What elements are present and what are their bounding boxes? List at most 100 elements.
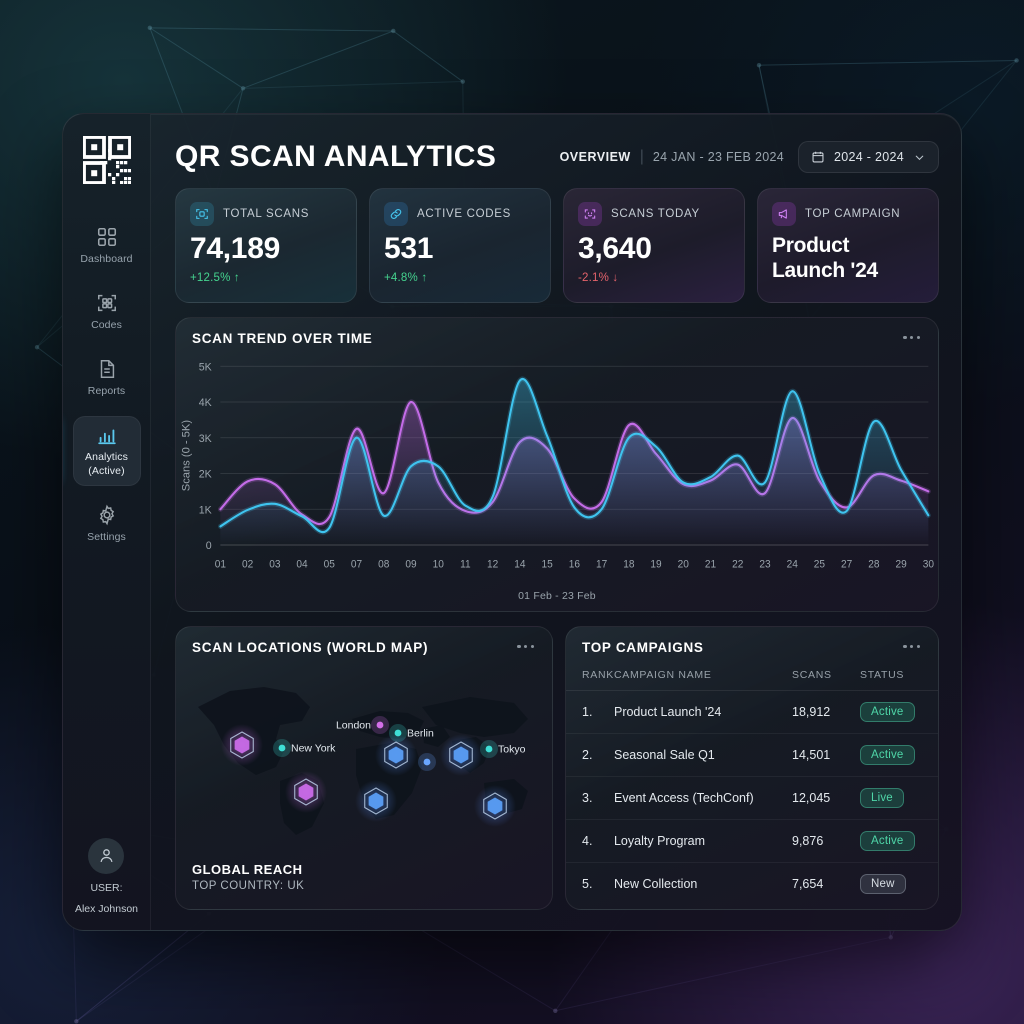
svg-text:15: 15 — [542, 559, 553, 570]
cell-status: New — [860, 863, 938, 906]
cell-rank: 4. — [566, 819, 614, 863]
bar-chart-icon — [97, 429, 116, 445]
gear-icon — [99, 504, 114, 526]
document-icon — [100, 360, 114, 379]
svg-text:12: 12 — [487, 559, 498, 570]
cell-scans: 14,501 — [792, 733, 860, 777]
kpi-card-total-scans[interactable]: TOTAL SCANS 74,189 +12.5% ↑ — [175, 188, 357, 303]
sidebar-item-codes[interactable]: Codes — [73, 284, 141, 340]
svg-text:05: 05 — [324, 559, 335, 570]
kpi-label: TOTAL SCANS — [223, 208, 310, 220]
cell-status: Active — [860, 819, 938, 863]
svg-text:Tokyo: Tokyo — [498, 744, 526, 756]
column-header-status: STATUS — [860, 663, 938, 691]
svg-text:01: 01 — [215, 559, 226, 570]
sidebar-item-dashboard[interactable]: Dashboard — [73, 218, 141, 274]
date-picker-value: 2024 - 2024 — [833, 150, 904, 164]
topbar: QR SCAN ANALYTICS OVERVIEW | 24 JAN - 23… — [175, 140, 939, 174]
topbar-right: OVERVIEW | 24 JAN - 23 FEB 2024 2024 - 2… — [560, 141, 939, 173]
cell-scans: 12,045 — [792, 776, 860, 820]
svg-text:29: 29 — [896, 559, 907, 570]
panel-title: SCAN LOCATIONS (WORLD MAP) — [192, 640, 429, 655]
svg-text:24: 24 — [787, 559, 798, 570]
svg-text:0: 0 — [206, 540, 212, 552]
scan-trend-panel: SCAN TREND OVER TIME 0 1K 2K 3K 4K 5K Scans (0… — [175, 317, 939, 612]
svg-text:20: 20 — [678, 559, 689, 570]
svg-text:1K: 1K — [199, 504, 213, 516]
column-header-scans: SCANS — [792, 663, 860, 691]
svg-text:04: 04 — [296, 559, 307, 570]
main-content: QR SCAN ANALYTICS OVERVIEW | 24 JAN - 23… — [151, 114, 961, 930]
sidebar-item-reports[interactable]: Reports — [73, 350, 141, 406]
world-map[interactable]: London Berlin New York Tokyo — [184, 663, 546, 843]
svg-text:Berlin: Berlin — [407, 728, 434, 740]
table-row[interactable]: 3. Event Access (TechConf) 12,045 Live — [566, 776, 938, 820]
chevron-down-icon — [915, 155, 924, 160]
dashboard-window: Dashboard Codes Reports — [62, 113, 962, 931]
kpi-value: Product Launch '24 — [772, 234, 878, 283]
cell-campaign-name: Product Launch '24 — [613, 690, 792, 734]
kpi-card-active-codes[interactable]: ACTIVE CODES 531 +4.8% ↑ — [369, 188, 551, 303]
kpi-header: ACTIVE CODES — [384, 202, 536, 226]
kpi-row: TOTAL SCANS 74,189 +12.5% ↑ ACTIVE CODES… — [175, 188, 939, 303]
kpi-value: 531 — [384, 232, 434, 265]
svg-text:08: 08 — [378, 559, 389, 570]
svg-text:3K: 3K — [199, 433, 213, 445]
person-icon — [100, 849, 113, 863]
kpi-label: ACTIVE CODES — [417, 208, 512, 220]
user-role-label: USER: — [90, 881, 123, 894]
svg-text:25: 25 — [814, 559, 825, 570]
avatar — [88, 837, 125, 874]
kpi-header: SCANS TODAY — [578, 202, 730, 226]
kpi-header: TOTAL SCANS — [190, 202, 342, 226]
svg-text:22: 22 — [732, 559, 743, 570]
cell-scans: 18,912 — [792, 690, 860, 734]
more-horizontal-icon[interactable] — [901, 331, 922, 344]
table-row[interactable]: 2. Seasonal Sale Q1 14,501 Active — [566, 733, 938, 777]
svg-text:10: 10 — [433, 559, 444, 570]
calendar-icon — [812, 151, 824, 163]
status-badge: Active — [860, 702, 915, 722]
panel-title: TOP CAMPAIGNS — [582, 640, 704, 655]
svg-text:14: 14 — [514, 559, 525, 570]
cell-campaign-name: Loyalty Program — [613, 819, 792, 863]
date-picker-dropdown[interactable]: 2024 - 2024 — [797, 141, 939, 173]
separator: | — [639, 148, 644, 165]
user-name: Alex Johnson — [74, 902, 139, 915]
scan-locations-panel: SCAN LOCATIONS (WORLD MAP) London Berlin N… — [175, 626, 553, 910]
status-badge: New — [860, 874, 906, 894]
table-row[interactable]: 5. New Collection 7,654 New — [566, 863, 938, 906]
qr-scan-icon — [190, 202, 214, 226]
cell-rank: 3. — [566, 776, 614, 820]
sidebar-item-analytics[interactable]: Analytics (Active) — [72, 416, 141, 486]
svg-text:London: London — [336, 720, 371, 732]
more-horizontal-icon[interactable] — [901, 640, 922, 653]
status-badge: Active — [860, 745, 915, 765]
more-horizontal-icon[interactable] — [515, 640, 536, 653]
kpi-delta: +4.8% ↑ — [384, 271, 428, 284]
cell-campaign-name: Event Access (TechConf) — [613, 776, 792, 820]
kpi-card-top-campaign[interactable]: TOP CAMPAIGN Product Launch '24 — [757, 188, 939, 303]
user-profile[interactable]: USER: Alex Johnson — [74, 837, 139, 916]
svg-text:19: 19 — [650, 559, 661, 570]
bottom-row: SCAN LOCATIONS (WORLD MAP) London Berlin N… — [175, 626, 939, 910]
cell-rank: 5. — [582, 877, 593, 891]
svg-text:23: 23 — [759, 559, 770, 570]
qr-code-icon — [82, 136, 131, 184]
campaigns-table: RANK CAMPAIGN NAME SCANS STATUS 1. Produc… — [566, 663, 938, 905]
global-reach-label: GLOBAL REACH — [192, 862, 303, 877]
svg-text:Scans (0 - 5K): Scans (0 - 5K) — [181, 420, 193, 491]
kpi-card-scans-today[interactable]: SCANS TODAY 3,640 -2.1% ↓ — [563, 188, 745, 303]
table-row[interactable]: 1. Product Launch '24 18,912 Active — [566, 690, 938, 734]
table-row[interactable]: 4. Loyalty Program 9,876 Active — [566, 819, 938, 863]
overview-meta: OVERVIEW | 24 JAN - 23 FEB 2024 — [560, 148, 784, 166]
scan-face-icon — [578, 202, 602, 226]
date-range-text: 24 JAN - 23 FEB 2024 — [652, 150, 784, 164]
megaphone-icon — [772, 202, 796, 226]
top-campaigns-panel: TOP CAMPAIGNS RANK CAMPAIGN NAME SCANS S… — [565, 626, 939, 910]
page-title: QR SCAN ANALYTICS — [175, 140, 497, 173]
panel-title: SCAN TREND OVER TIME — [192, 331, 373, 346]
sidebar-item-settings[interactable]: Settings — [73, 496, 141, 552]
svg-text:New York: New York — [291, 743, 336, 755]
panel-header: SCAN TREND OVER TIME — [176, 318, 938, 350]
